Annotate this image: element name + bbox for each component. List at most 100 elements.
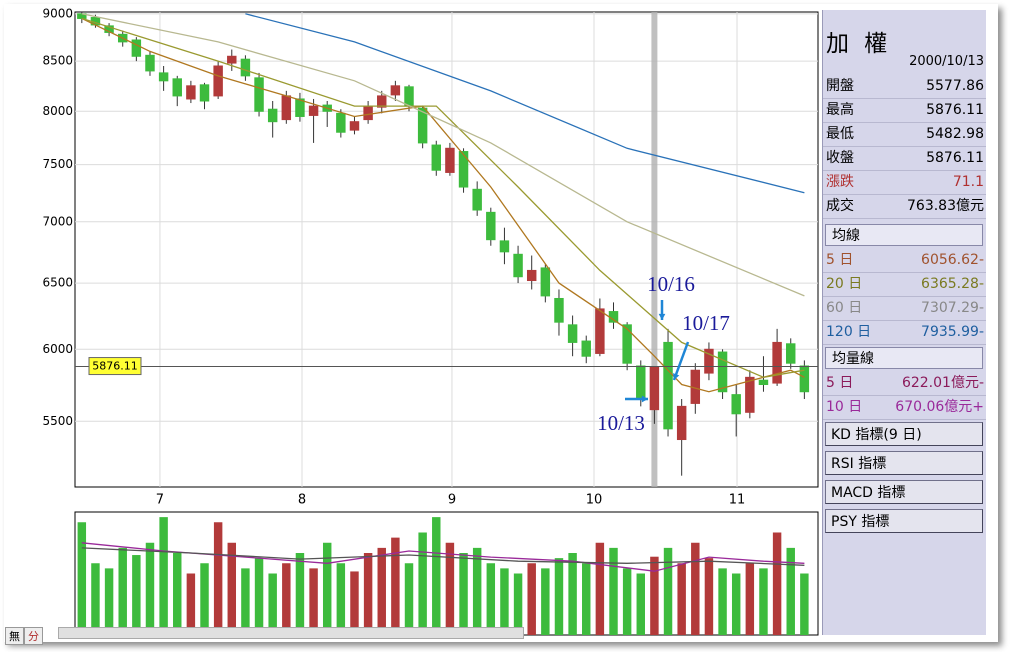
candle-body	[676, 405, 687, 441]
candle-body	[758, 379, 769, 386]
candle-body	[540, 267, 551, 297]
cursor-band	[651, 12, 658, 487]
quote-row: 收盤 5876.11	[823, 146, 986, 171]
tab[interactable]: 無	[5, 627, 24, 645]
volume-bar	[159, 517, 168, 635]
moving-average	[81, 17, 805, 378]
vol-ma-row: 5 日 622.01億元-	[823, 371, 986, 396]
arrow	[672, 341, 690, 381]
vol-ma-label: 5 日	[826, 375, 854, 391]
volume-bar	[459, 553, 468, 635]
volume-bar	[254, 558, 264, 635]
candle-body	[227, 55, 237, 64]
annotation: 10/16	[647, 272, 695, 296]
date: 2000/10/13	[909, 54, 984, 69]
arrow-head	[641, 395, 648, 403]
candle-body	[486, 211, 496, 241]
candle-body	[704, 348, 714, 374]
candle-body	[295, 98, 305, 117]
candle-body	[595, 308, 605, 354]
quote-value: 763.83億元	[907, 198, 984, 214]
annotation: 10/17	[682, 311, 730, 335]
volume-bar	[513, 573, 523, 635]
ma-value: 6365.28-	[921, 276, 984, 292]
y-tick-label: 7000	[42, 214, 73, 228]
candle-body	[786, 343, 796, 364]
quote-row: 漲跌 71.1	[823, 170, 986, 195]
chart: 9000 8500 8000 7500 7000 6500 6000 5500 7 8 9 10 11 5…	[42, 6, 819, 636]
volume-bar	[91, 563, 100, 635]
candle-body	[745, 376, 755, 413]
sidebar: 加 權 2000/10/13 開盤 5577.86 最高 5876.11 最低 5482.98…	[822, 10, 986, 635]
volume-bar	[445, 542, 455, 635]
candle-body	[131, 39, 142, 57]
indicator-button[interactable]: MACD 指標	[825, 480, 983, 504]
y-tick-label: 8000	[42, 104, 73, 118]
candle-body	[213, 65, 223, 97]
candle-body	[799, 365, 810, 393]
volume-bar	[309, 568, 318, 635]
tab[interactable]: 分	[24, 627, 43, 645]
quote-value: 5876.11	[926, 150, 984, 166]
candle-body	[499, 240, 510, 253]
candle-body	[445, 147, 455, 173]
candle-body	[158, 72, 169, 82]
candle-body	[458, 151, 469, 188]
volume-bar	[186, 573, 196, 635]
volume-bar	[418, 532, 427, 635]
volume-bar	[227, 542, 237, 635]
candle-body	[417, 107, 428, 144]
volume-bar	[363, 553, 373, 635]
volume-bar	[718, 568, 727, 635]
candle-body	[254, 77, 264, 112]
annotation: 10/13	[597, 411, 645, 435]
quote-label: 最低	[826, 126, 854, 142]
candle-body	[363, 105, 373, 121]
ma-label: 20 日	[826, 276, 863, 292]
volume-bar	[568, 553, 577, 635]
candle-body	[172, 78, 182, 97]
moving-average	[81, 13, 805, 297]
candle-body	[336, 112, 346, 133]
candle-body	[513, 253, 523, 278]
y-tick-label: 9000	[42, 6, 73, 20]
moving-average	[245, 13, 805, 194]
quote-value: 5876.11	[926, 102, 984, 118]
candle-body	[377, 95, 387, 108]
ma-row: 5 日 6056.62-	[823, 248, 986, 273]
volume-bar	[622, 568, 632, 635]
candle-body	[622, 324, 632, 364]
vol-ma-row: 10 日 670.06億元+	[823, 395, 986, 420]
candle-body	[390, 85, 401, 96]
x-tick-label: 10	[586, 493, 603, 508]
quote-label: 成交	[826, 198, 854, 214]
candle-body	[308, 105, 319, 116]
volume-average	[81, 547, 805, 566]
volume-bar	[200, 563, 209, 635]
x-tick-label: 7	[156, 493, 164, 508]
volume-bar	[322, 542, 332, 635]
vol-ma-value: 622.01億元-	[901, 375, 984, 391]
candle-body	[240, 58, 251, 77]
x-tick-label: 8	[298, 493, 306, 508]
volume-bar	[595, 542, 605, 635]
volume-bar	[486, 563, 496, 635]
ma-value: 7935.99-	[921, 324, 984, 340]
volume-bar	[636, 573, 645, 635]
volume-bar	[173, 553, 182, 635]
candle-body	[772, 341, 782, 384]
indicator-button[interactable]: PSY 指標	[825, 509, 983, 533]
candle-body	[608, 311, 619, 323]
indicator-button[interactable]: RSI 指標	[825, 451, 983, 475]
volume-bar	[582, 563, 591, 635]
candle-body	[431, 144, 442, 171]
y-tick-label: 6000	[42, 342, 73, 356]
candle-body	[581, 340, 591, 357]
ma-label: 120 日	[826, 324, 872, 340]
quote-value: 71.1	[952, 174, 984, 190]
indicator-button[interactable]: KD 指標(9 日)	[825, 422, 983, 446]
scrollbar[interactable]	[58, 627, 524, 639]
candle-body	[472, 188, 482, 211]
y-tick-label: 6500	[42, 276, 73, 290]
